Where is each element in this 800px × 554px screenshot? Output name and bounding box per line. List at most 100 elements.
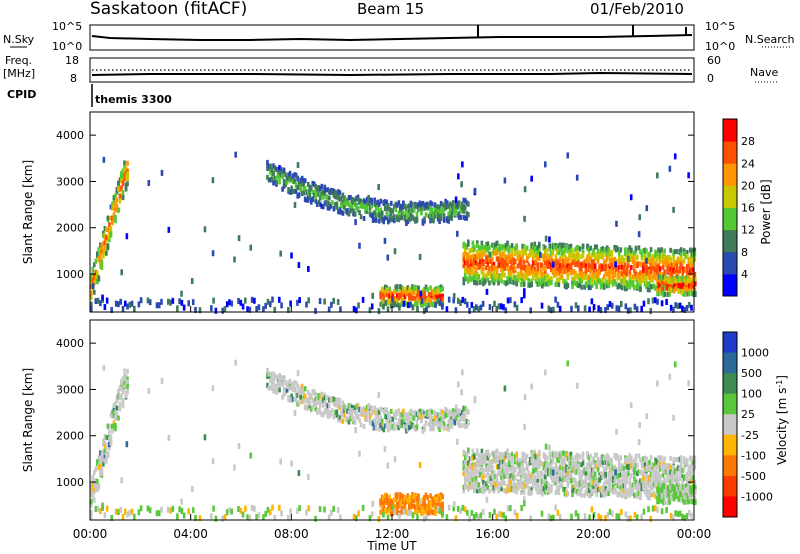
velocity-echo [614,489,618,495]
power-echo [376,199,379,205]
velocity-echo [616,492,620,498]
power-echo [627,248,630,254]
velocity-echo [587,464,591,470]
power-echo [266,165,269,171]
velocity-echo [379,499,383,505]
velocity-echo [524,458,527,464]
power-echo [503,266,506,272]
power-echo [666,283,670,289]
power-echo [111,215,114,221]
power-echo [689,286,693,292]
power-echo [633,250,636,256]
power-echo [488,304,492,311]
power-echo [569,270,573,276]
power-echo [676,303,680,310]
power-echo [592,268,595,274]
velocity-echo [488,452,491,458]
velocity-echo [485,466,488,472]
power-echo [610,251,614,257]
velocity-echo [315,394,319,400]
velocity-echo [687,471,691,477]
power-echo [680,284,684,290]
power-echo [406,204,410,210]
power-echo [241,303,245,310]
velocity-echo [423,495,426,501]
power-echo [396,302,399,308]
power-echo [359,198,363,204]
velocity-echo [278,387,281,393]
power-echo [524,272,527,278]
velocity-echo [530,490,534,496]
velocity-echo [470,476,473,482]
velocity-echo [352,405,355,411]
power-echo [627,282,630,288]
power-echo [595,271,598,277]
velocity-echo [510,485,514,491]
power-echo [672,206,675,213]
velocity-echo [266,382,269,388]
velocity-echo [534,486,538,492]
velocity-echo [604,486,608,492]
velocity-echo [399,423,402,429]
power-echo [634,255,638,261]
velocity-echo [335,412,339,418]
power-echo [507,244,511,250]
velocity-echo [290,384,293,390]
power-echo [198,307,202,314]
nsky-panel: N.Sky 10^5 10^0 10^5 10^0 N.Search [3,20,795,53]
velocity-echo [322,397,325,403]
power-echo [655,257,659,263]
power-echo [126,160,129,166]
power-echo [500,253,503,259]
power-echo [287,187,290,193]
velocity-echo [596,460,600,466]
power-echo [500,259,503,265]
velocity-echo [666,477,669,483]
power-echo [420,301,423,307]
power-echo [303,185,307,191]
power-echo [525,274,529,280]
velocity-echo [415,411,419,417]
velocity-echo [566,456,570,462]
velocity-echo [340,410,343,416]
power-echo [693,287,697,293]
velocity-echo [473,472,476,478]
power-echo [491,265,494,271]
power-echo [94,275,98,281]
velocity-echo [646,474,650,480]
velocity-echo [429,500,432,506]
power-echo [460,208,464,214]
power-echo [552,306,555,313]
power-echo [540,271,544,277]
velocity-echo [536,457,540,463]
power-echo [380,213,384,219]
power-echo [473,258,476,264]
y-tick-label: 1000 [56,268,84,281]
velocity-echo [610,459,614,465]
power-echo [646,257,650,263]
power-echo [465,260,469,266]
power-echo [624,251,627,257]
power-echo [352,199,355,205]
power-echo [317,199,321,205]
power-echo [421,292,425,298]
velocity-echo [100,456,104,462]
velocity-echo [604,478,608,484]
power-echo [335,204,339,210]
velocity-echo [302,390,306,396]
velocity-echo [497,454,500,460]
velocity-echo [403,504,407,510]
velocity-echo [421,510,425,516]
power-echo [690,266,694,272]
velocity-echo [486,485,490,491]
velocity-echo [548,454,552,460]
power-echo [335,201,339,207]
velocity-echo [559,471,562,477]
velocity-echo [433,504,437,510]
power-echo [491,251,494,257]
power-echo [596,252,600,258]
power-echo [373,201,376,207]
velocity-echo [571,477,574,483]
power-echo [663,248,666,254]
power-echo [322,192,325,198]
